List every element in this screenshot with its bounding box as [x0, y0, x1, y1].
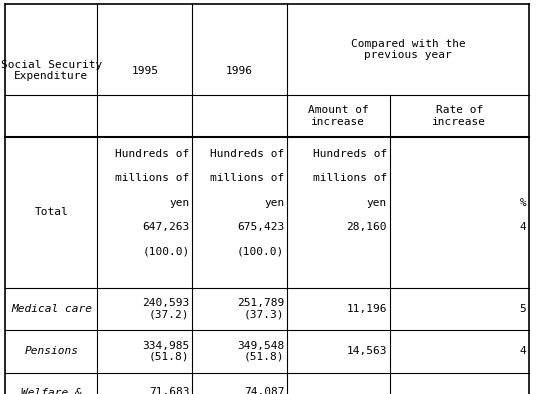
Text: Amount of
increase: Amount of increase	[308, 105, 368, 127]
Text: Total: Total	[34, 208, 68, 217]
Text: yen: yen	[264, 198, 284, 208]
Text: Compared with the
previous year: Compared with the previous year	[351, 39, 466, 60]
Text: 251,789: 251,789	[237, 298, 284, 309]
Text: 647,263: 647,263	[142, 222, 190, 232]
Text: yen: yen	[169, 198, 190, 208]
Text: 28,160: 28,160	[346, 222, 387, 232]
Text: (100.0): (100.0)	[237, 246, 284, 256]
Text: 334,985: 334,985	[142, 341, 190, 351]
Text: 675,423: 675,423	[237, 222, 284, 232]
Text: 74,087: 74,087	[244, 387, 284, 394]
Text: Hundreds of: Hundreds of	[210, 149, 284, 159]
Text: 14,563: 14,563	[346, 346, 387, 357]
Text: Welfare &
Others: Welfare & Others	[21, 388, 82, 394]
Text: %: %	[520, 198, 526, 208]
Text: Pensions: Pensions	[24, 346, 78, 357]
Text: 5: 5	[520, 304, 526, 314]
Text: millions of: millions of	[313, 173, 387, 184]
Text: Rate of
increase: Rate of increase	[432, 105, 487, 127]
Text: 71,683: 71,683	[149, 387, 190, 394]
Text: (37.2): (37.2)	[149, 310, 190, 320]
Text: 240,593: 240,593	[142, 298, 190, 309]
Text: (37.3): (37.3)	[244, 310, 284, 320]
Text: (51.8): (51.8)	[244, 352, 284, 362]
Text: yen: yen	[367, 198, 387, 208]
Text: 1996: 1996	[226, 65, 253, 76]
Text: 11,196: 11,196	[346, 304, 387, 314]
Text: (100.0): (100.0)	[142, 246, 190, 256]
Text: 4: 4	[520, 346, 526, 357]
Text: 1995: 1995	[132, 65, 158, 76]
Text: millions of: millions of	[210, 173, 284, 184]
Text: Social Security
Expenditure: Social Security Expenditure	[1, 60, 102, 81]
Text: Hundreds of: Hundreds of	[115, 149, 190, 159]
Text: (51.8): (51.8)	[149, 352, 190, 362]
Text: Hundreds of: Hundreds of	[313, 149, 387, 159]
Text: 349,548: 349,548	[237, 341, 284, 351]
Text: millions of: millions of	[115, 173, 190, 184]
Text: Medical care: Medical care	[11, 304, 92, 314]
Text: 4: 4	[520, 222, 526, 232]
